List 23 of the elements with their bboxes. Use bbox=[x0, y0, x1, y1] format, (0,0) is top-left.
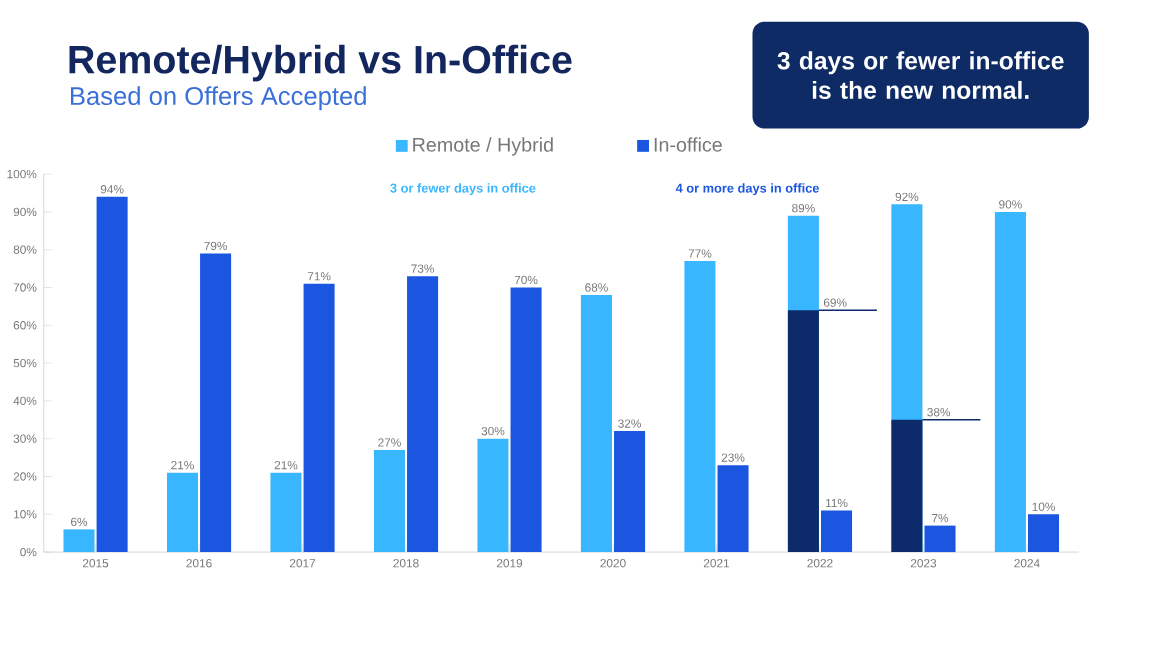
bar bbox=[580, 295, 612, 553]
legend-label: Remote / Hybrid bbox=[413, 137, 553, 157]
bar bbox=[373, 450, 405, 553]
bar bbox=[821, 510, 853, 553]
text: 3 days or fewer in-office is the new normal. bbox=[777, 51, 1064, 100]
bar bbox=[407, 276, 439, 553]
bar bbox=[166, 473, 198, 553]
bar bbox=[717, 465, 749, 553]
bar bbox=[270, 473, 302, 553]
chart-subtitle: Based on Offers Accepted bbox=[70, 86, 366, 111]
bar bbox=[477, 439, 509, 553]
bar bbox=[994, 212, 1026, 553]
bar bbox=[96, 197, 128, 553]
bar bbox=[63, 529, 95, 553]
bar bbox=[303, 284, 335, 553]
bar bbox=[684, 261, 716, 553]
bar bbox=[614, 431, 646, 553]
bar bbox=[510, 288, 542, 553]
bar bbox=[200, 253, 232, 553]
bar bbox=[924, 526, 956, 553]
chart-title: Remote/Hybrid vs In-Office bbox=[69, 45, 572, 82]
legend-label: In-office bbox=[654, 137, 722, 153]
bar bbox=[1027, 514, 1060, 553]
